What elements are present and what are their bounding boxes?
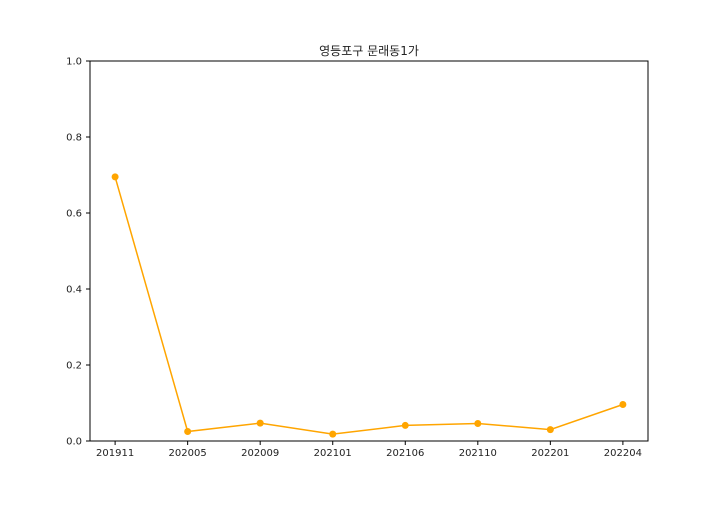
data-point [329, 430, 337, 438]
series-layer [111, 173, 627, 438]
y-tick-label: 1.0 [66, 57, 82, 68]
y-axis: 0.0 0.2 0.4 0.6 0.8 1.0 [66, 57, 90, 448]
plot-frame [89, 60, 649, 442]
y-tick-label: 0.8 [66, 133, 82, 144]
x-tick-label: 202106 [386, 448, 424, 459]
x-tick-label: 202009 [241, 448, 279, 459]
data-point [184, 428, 192, 435]
x-tick-label: 202005 [169, 448, 207, 459]
y-tick-label: 0.4 [66, 285, 82, 296]
data-point [474, 420, 482, 428]
x-tick-label: 202201 [531, 448, 569, 459]
series-line [114, 176, 624, 435]
data-point [256, 419, 264, 427]
x-tick-label: 202110 [459, 448, 497, 459]
y-tick-label: 0.6 [66, 209, 82, 220]
x-tick-label: 201911 [96, 448, 134, 459]
y-tick-label: 0.0 [66, 437, 82, 448]
x-tick-label: 202204 [604, 448, 642, 459]
y-tick-label: 0.2 [66, 361, 82, 372]
chart-title: 영등포구 문래동1가 [319, 44, 419, 58]
x-tick-label: 202101 [314, 448, 352, 459]
x-axis: 201911 202005 202009 202101 202106 202110 2022… [96, 441, 642, 459]
data-point [401, 421, 409, 429]
data-point [111, 173, 119, 181]
data-point [619, 401, 627, 409]
data-point [546, 426, 554, 434]
